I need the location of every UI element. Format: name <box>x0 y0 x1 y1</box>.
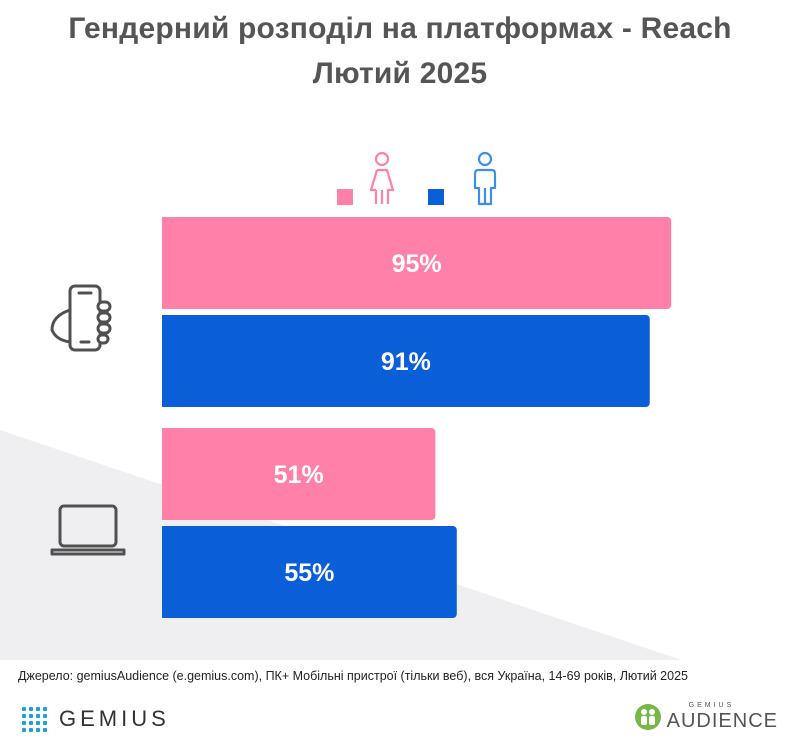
laptop-icon <box>50 504 126 556</box>
male-icon <box>473 151 497 206</box>
chart-title: Гендерний розподіл на платформах - Reach <box>68 12 732 45</box>
audience-logo-small-text: GEMIUS <box>688 702 735 709</box>
audience-logo: GEMIUS AUDIENCE <box>634 702 778 732</box>
gemius-logo: GEMIUS <box>22 704 170 734</box>
bar-edge-1-1 <box>162 526 168 618</box>
bar-female-1 <box>162 428 436 520</box>
bar-edge-0-1 <box>162 428 168 520</box>
bar-edge-1-0 <box>162 315 168 407</box>
legend-male-swatch <box>428 189 444 205</box>
audience-logo-text: AUDIENCE <box>666 710 778 732</box>
bar-male-1 <box>162 526 457 618</box>
bar-male-0 <box>162 315 650 407</box>
bar-label-1-0: 91% <box>381 348 431 376</box>
bar-label-0-0: 95% <box>392 250 442 278</box>
bar-female-0 <box>162 217 672 309</box>
legend-female-swatch <box>337 189 353 205</box>
bar-label-1-1: 55% <box>284 559 334 587</box>
gemius-logo-text: GEMIUS <box>59 706 170 731</box>
source-note: Джерело: gemiusAudience (e.gemius.com), … <box>18 669 688 683</box>
female-icon <box>369 151 395 204</box>
gemius-dots-icon <box>22 706 47 732</box>
chart-subtitle: Лютий 2025 <box>312 57 488 90</box>
bar-edge-0-0 <box>162 217 168 309</box>
mobile-icon <box>50 284 112 352</box>
bar-label-0-1: 51% <box>274 461 324 489</box>
audience-people-icon <box>634 704 661 730</box>
